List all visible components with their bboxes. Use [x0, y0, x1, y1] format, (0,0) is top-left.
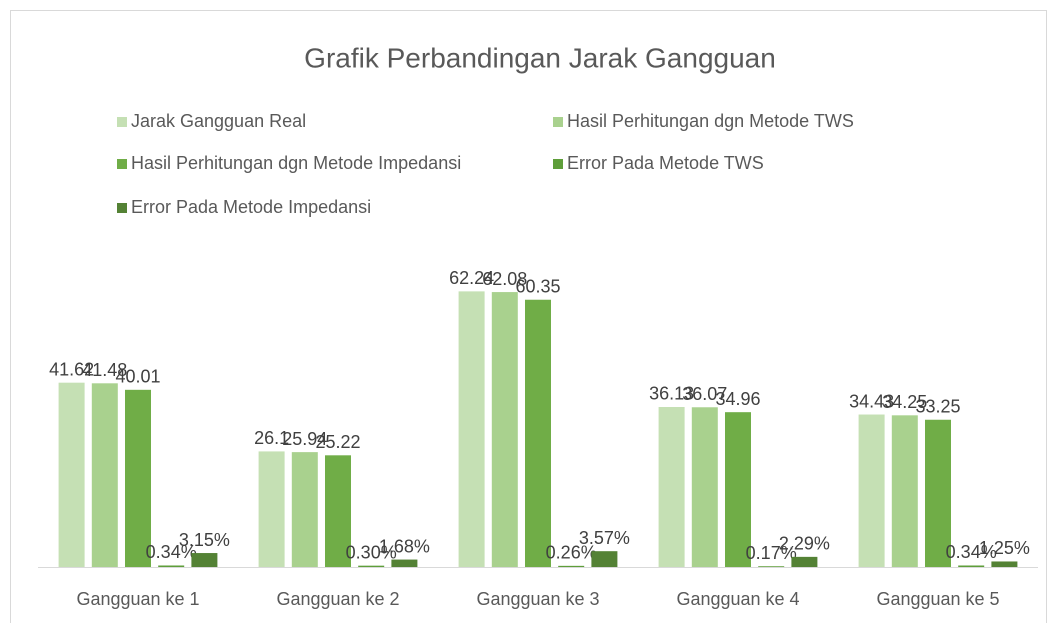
chart-title: Grafik Perbandingan Jarak Gangguan [304, 42, 776, 73]
bar [525, 299, 551, 567]
legend-label: Error Pada Metode TWS [567, 153, 764, 173]
bar [658, 406, 685, 567]
bar [191, 553, 218, 567]
bar [325, 455, 351, 567]
data-label: 3.15% [179, 530, 230, 550]
data-label: 2.29% [779, 534, 830, 554]
data-label: 41.62 [49, 359, 94, 379]
bar [991, 561, 1018, 567]
bar [691, 407, 718, 567]
legend-swatch [553, 117, 563, 127]
bar [591, 551, 618, 567]
x-tick-label: Gangguan ke 5 [876, 589, 999, 609]
bar [291, 452, 318, 567]
bar [391, 559, 418, 567]
data-label: 26.1 [254, 428, 289, 448]
legend-swatch [553, 159, 563, 169]
bar [858, 414, 885, 567]
data-label: 0.17% [746, 543, 797, 563]
data-label: 41.48 [82, 360, 127, 380]
data-label: 62.08 [482, 269, 527, 289]
legend-swatch [117, 117, 127, 127]
data-label: 0.30% [346, 542, 397, 562]
bar [491, 292, 518, 567]
bar [58, 382, 85, 567]
x-tick-label: Gangguan ke 3 [476, 589, 599, 609]
bar [158, 565, 185, 567]
data-label: 3.57% [579, 528, 630, 548]
legend-label: Error Pada Metode Impedansi [131, 197, 371, 217]
bar [958, 565, 985, 567]
data-label: 40.01 [115, 367, 160, 387]
bar [91, 383, 118, 567]
legend-label: Hasil Perhitungan dgn Metode Impedansi [131, 153, 461, 173]
data-label: 1.25% [979, 538, 1030, 558]
x-tick-label: Gangguan ke 2 [276, 589, 399, 609]
bar [458, 291, 485, 567]
data-label: 1.68% [379, 536, 430, 556]
bar [891, 415, 918, 567]
bar [791, 556, 818, 567]
data-label: 62.24 [449, 268, 494, 288]
data-label: 25.22 [315, 432, 360, 452]
data-label: 25.94 [282, 429, 327, 449]
legend-label: Hasil Perhitungan dgn Metode TWS [567, 111, 854, 131]
data-label: 0.34% [946, 542, 997, 562]
bar [258, 451, 285, 567]
data-label: 60.35 [515, 276, 560, 296]
bar [558, 565, 585, 567]
data-label: 0.34% [146, 542, 197, 562]
legend-label: Jarak Gangguan Real [131, 111, 306, 131]
bar [758, 566, 785, 567]
legend-swatch [117, 159, 127, 169]
bar [125, 389, 151, 567]
legend-swatch [117, 203, 127, 213]
data-label: 0.26% [546, 543, 597, 563]
data-label: 34.96 [715, 389, 760, 409]
data-label: 33.25 [915, 397, 960, 417]
x-tick-label: Gangguan ke 4 [676, 589, 799, 609]
bar [725, 412, 751, 567]
data-label: 36.13 [649, 384, 694, 404]
data-label: 36.07 [682, 384, 727, 404]
bar [358, 565, 385, 567]
bar [925, 419, 951, 567]
x-tick-label: Gangguan ke 1 [76, 589, 199, 609]
data-label: 34.43 [849, 391, 894, 411]
data-label: 34.25 [882, 392, 927, 412]
